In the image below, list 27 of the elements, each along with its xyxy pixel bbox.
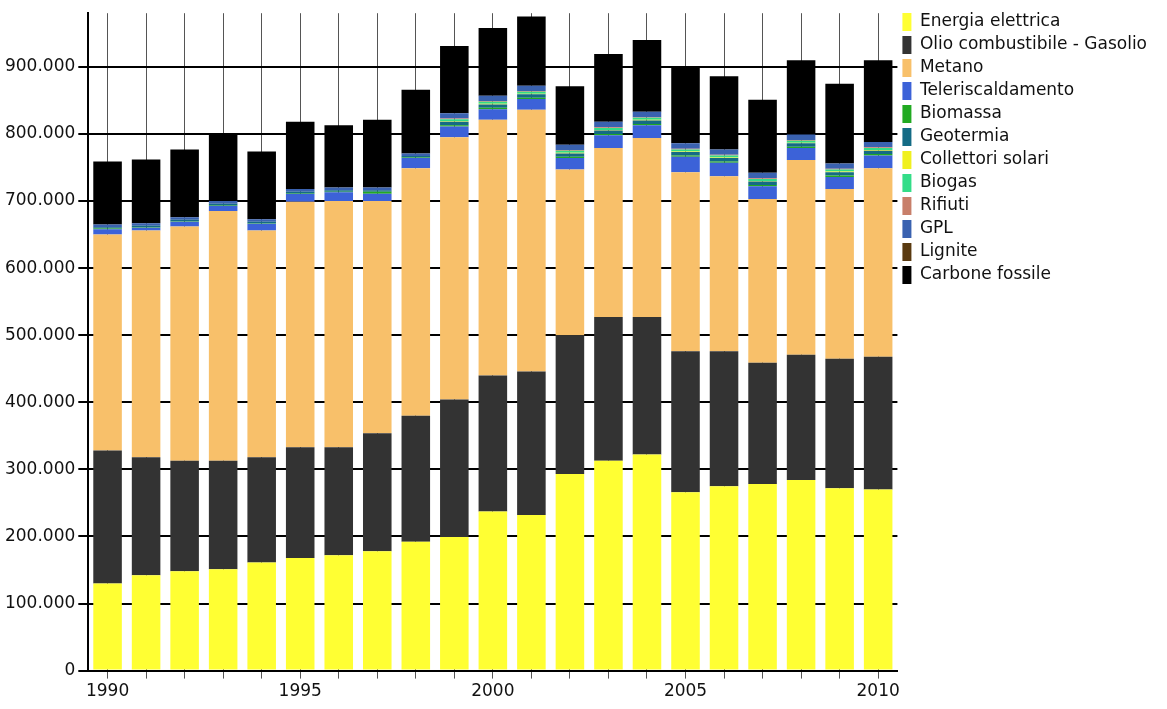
y-tick-label: 600.000 xyxy=(4,256,76,277)
legend-label: Biogas xyxy=(919,171,977,192)
y-tick-label: 800.000 xyxy=(4,122,76,143)
y-tick-label: 500.000 xyxy=(4,323,76,344)
x-tick-label: 1995 xyxy=(278,680,322,701)
y-tick-label: 400.000 xyxy=(4,390,76,411)
legend-label: Biomassa xyxy=(919,102,1002,123)
legend-label: Geotermia xyxy=(919,125,1010,146)
x-tick-label: 2010 xyxy=(856,680,900,701)
legend-label: Teleriscaldamento xyxy=(918,79,1075,100)
legend-label: Olio combustibile - Gasolio xyxy=(919,33,1148,54)
y-tick-label: 700.000 xyxy=(4,189,76,210)
legend-label: Carbone fossile xyxy=(919,263,1052,284)
legend-label: Energia elettrica xyxy=(919,10,1061,31)
x-tick-label: 1990 xyxy=(85,680,130,701)
y-tick-label: 200.000 xyxy=(4,524,76,545)
legend-label: Collettori solari xyxy=(919,148,1050,169)
y-tick-label: 900.000 xyxy=(4,55,76,76)
y-tick-label: 0 xyxy=(64,659,76,680)
legend-label: Metano xyxy=(919,56,984,77)
x-tick-label: 2005 xyxy=(663,680,708,701)
legend-label: GPL xyxy=(919,217,954,238)
legend-label: Lignite xyxy=(919,240,978,261)
x-tick-label: 2000 xyxy=(471,680,515,701)
y-tick-label: 300.000 xyxy=(4,457,76,478)
y-tick-label: 100.000 xyxy=(4,591,76,612)
legend-label: Rifiuti xyxy=(919,194,970,215)
